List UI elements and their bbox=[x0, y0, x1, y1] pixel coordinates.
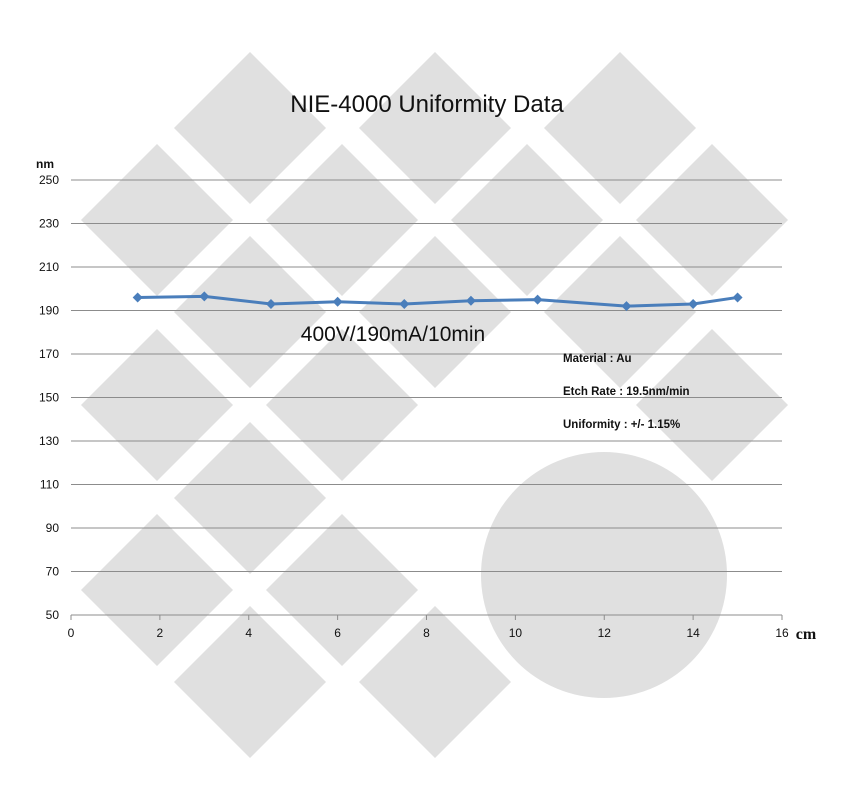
x-tick-label: 6 bbox=[334, 626, 341, 640]
y-tick-label: 50 bbox=[46, 608, 60, 622]
watermark-diamond bbox=[636, 144, 788, 296]
watermark-diamond bbox=[266, 144, 418, 296]
grid-lines bbox=[71, 179, 782, 572]
watermark-diamond bbox=[174, 236, 326, 388]
data-point bbox=[621, 301, 632, 312]
watermark-diamond bbox=[359, 52, 511, 204]
watermark-diamond bbox=[636, 329, 788, 481]
watermark-diamond bbox=[359, 236, 511, 388]
y-tick-label: 130 bbox=[39, 434, 59, 448]
y-tick-label: 150 bbox=[39, 391, 59, 405]
x-tick-label: 10 bbox=[509, 626, 523, 640]
y-axis-ticks: 50 70 90 110 130 150 170 190 210 230 250 bbox=[39, 173, 59, 622]
watermark-logo bbox=[81, 52, 788, 758]
watermark-diamond bbox=[451, 144, 603, 296]
y-tick-label: 90 bbox=[46, 521, 60, 535]
data-point bbox=[399, 298, 410, 309]
data-point bbox=[265, 298, 276, 309]
data-point bbox=[132, 292, 143, 303]
watermark-diamond bbox=[266, 514, 418, 666]
y-axis-unit-label: nm bbox=[36, 157, 54, 171]
y-tick-label: 170 bbox=[39, 347, 59, 361]
watermark-diamond bbox=[544, 236, 696, 388]
y-tick-label: 70 bbox=[46, 565, 60, 579]
y-tick-label: 110 bbox=[40, 478, 59, 492]
watermark-diamond bbox=[81, 329, 233, 481]
uniformity-label: Uniformity : +/- 1.15% bbox=[563, 419, 680, 431]
watermark-diamond bbox=[174, 422, 326, 574]
watermark-diamond bbox=[81, 514, 233, 666]
process-conditions-label: 400V/190mA/10min bbox=[301, 323, 485, 346]
watermark-diamond bbox=[544, 52, 696, 204]
x-tick-label: 2 bbox=[157, 626, 164, 640]
x-axis-ticks: 0 2 4 6 8 10 12 14 16 bbox=[68, 615, 789, 640]
data-series bbox=[132, 291, 743, 312]
material-label: Material : Au bbox=[563, 353, 632, 365]
x-tick-label: 4 bbox=[245, 626, 252, 640]
data-point bbox=[199, 291, 210, 302]
etch-rate-label: Etch Rate : 19.5nm/min bbox=[563, 386, 690, 398]
data-point bbox=[532, 294, 543, 305]
data-point bbox=[688, 298, 699, 309]
watermark-diamond bbox=[174, 606, 326, 758]
watermark-diamond bbox=[81, 144, 233, 296]
y-tick-label: 230 bbox=[39, 217, 59, 231]
watermark-diamond bbox=[266, 329, 418, 481]
x-tick-label: 0 bbox=[68, 626, 75, 640]
x-tick-label: 12 bbox=[598, 626, 612, 640]
y-tick-label: 210 bbox=[39, 260, 59, 274]
y-tick-label: 190 bbox=[39, 304, 59, 318]
watermark-circle bbox=[481, 452, 727, 698]
y-tick-label: 250 bbox=[39, 173, 59, 187]
series-line bbox=[137, 294, 738, 308]
x-tick-label: 8 bbox=[423, 626, 430, 640]
chart-title: NIE-4000 Uniformity Data bbox=[290, 91, 564, 118]
x-axis-unit-label: cm bbox=[796, 626, 817, 643]
x-tick-label: 14 bbox=[686, 626, 700, 640]
data-point bbox=[465, 295, 476, 306]
watermark-diamond bbox=[174, 52, 326, 204]
x-tick-label: 16 bbox=[775, 626, 789, 640]
data-point bbox=[732, 292, 743, 303]
data-point bbox=[332, 296, 343, 307]
watermark-diamond bbox=[359, 606, 511, 758]
